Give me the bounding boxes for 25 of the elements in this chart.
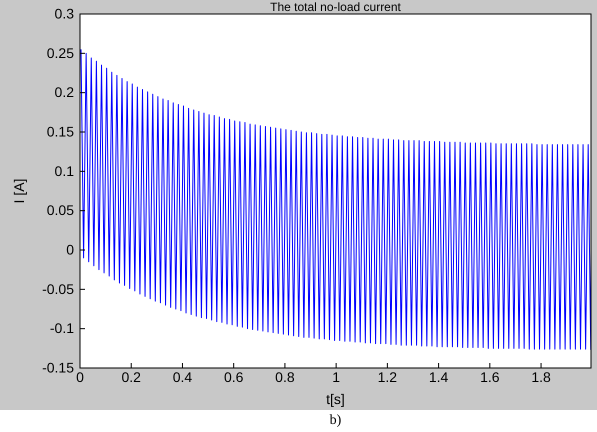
text: b) bbox=[330, 413, 342, 428]
x-tick-label: 0.8 bbox=[275, 368, 295, 385]
y-tick-label: -0.15 bbox=[42, 359, 74, 376]
y-tick-label: -0.05 bbox=[42, 280, 74, 297]
y-tick-label: 0 bbox=[66, 241, 74, 258]
x-tick-label: 1 bbox=[332, 368, 340, 385]
x-tick-label: 1.2 bbox=[378, 368, 398, 385]
y-tick-label: 0.25 bbox=[46, 44, 74, 61]
x-tick-label: 1.6 bbox=[480, 368, 500, 385]
x-axis-title: t[s] bbox=[326, 391, 345, 407]
chart-title: The total no-load current bbox=[270, 0, 402, 14]
y-tick-label: 0.1 bbox=[54, 162, 74, 179]
y-tick-label: 0.2 bbox=[54, 84, 74, 100]
y-tick-label: 0.3 bbox=[54, 5, 74, 22]
x-tick-label: 1.8 bbox=[531, 368, 551, 385]
x-tick-label: 1.4 bbox=[428, 368, 449, 385]
x-tick-label: 0.6 bbox=[224, 368, 244, 385]
x-tick-label: 0.2 bbox=[121, 368, 142, 385]
y-tick-label: -0.1 bbox=[50, 320, 74, 336]
y-tick-label: 0.15 bbox=[46, 123, 74, 140]
x-tick-label: 0.4 bbox=[172, 368, 192, 385]
y-axis-title: I [A] bbox=[11, 178, 27, 204]
line-series bbox=[80, 48, 592, 350]
y-tick-label: 0.05 bbox=[46, 202, 74, 218]
x-tick-label: 0 bbox=[76, 368, 84, 385]
